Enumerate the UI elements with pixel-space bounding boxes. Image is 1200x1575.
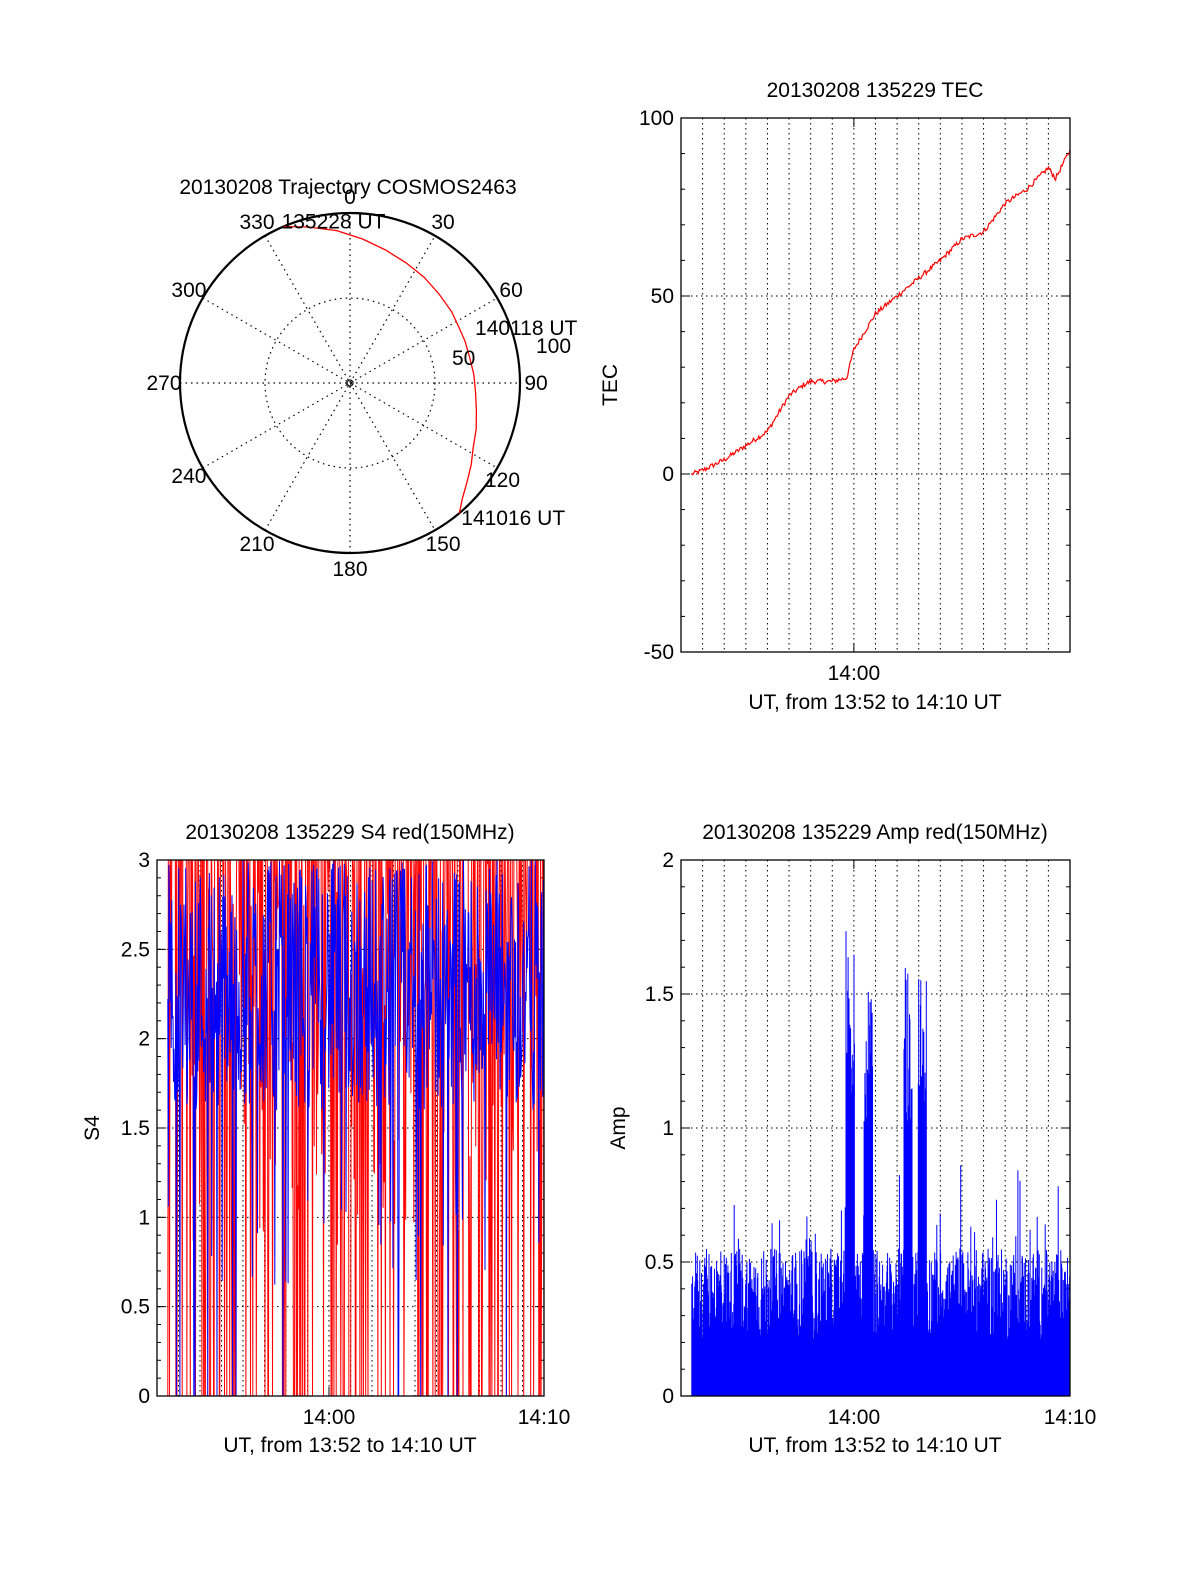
polar-angle-label: 330 bbox=[239, 211, 274, 234]
polar-angle-label: 240 bbox=[171, 465, 206, 488]
polar-angle-label: 270 bbox=[146, 372, 181, 395]
amp-chart: 20130208 135229 Amp red(150MHz) Amp UT, … bbox=[607, 821, 1096, 1457]
s4-ytick-label: 0 bbox=[138, 1385, 150, 1408]
s4-line bbox=[167, 860, 545, 1397]
tec-ytick-label: -50 bbox=[644, 641, 674, 664]
amp-xtick-label: 14:10 bbox=[1044, 1406, 1097, 1429]
polar-angle-label: 0 bbox=[344, 186, 356, 209]
trajectory-start-label: 135228 UT bbox=[282, 211, 386, 234]
tec-xlabel: UT, from 13:52 to 14:10 UT bbox=[748, 691, 1001, 714]
s4-xtick-label: 14:10 bbox=[518, 1406, 571, 1429]
s4-ytick-label: 1.5 bbox=[121, 1117, 150, 1140]
tec-xtick-label: 14:00 bbox=[828, 662, 881, 685]
s4-xlabel: UT, from 13:52 to 14:10 UT bbox=[223, 1434, 476, 1457]
trajectory-mid-label: 140118 UT bbox=[475, 317, 578, 340]
s4-ytick-label: 2.5 bbox=[121, 938, 150, 961]
trajectory-end-label: 141016 UT bbox=[461, 507, 565, 530]
s4-ytick-label: 1 bbox=[138, 1206, 150, 1229]
amp-xtick-label: 14:00 bbox=[828, 1406, 881, 1429]
s4-ytick-label: 0.5 bbox=[121, 1296, 150, 1319]
trajectory-track bbox=[283, 225, 478, 514]
polar-angle-label: 300 bbox=[171, 279, 206, 302]
radial-label-120: 120 bbox=[485, 469, 520, 492]
s4-frame bbox=[156, 859, 545, 1397]
trajectory-title: 20130208 Trajectory COSMOS2463 bbox=[179, 176, 516, 199]
trajectory-polar-chart: 20130208 Trajectory COSMOS2463 0 30 60 90 15… bbox=[146, 176, 577, 581]
amp-frame bbox=[680, 859, 1071, 1397]
tec-ytick-label: 0 bbox=[662, 463, 674, 486]
s4-xtick-label: 14:00 bbox=[303, 1406, 356, 1429]
polar-grid bbox=[178, 211, 522, 555]
amp-ytick-label: 0.5 bbox=[645, 1251, 674, 1274]
s4-chart: 20130208 135229 S4 red(150MHz) S4 UT, fr… bbox=[81, 821, 570, 1457]
polar-ring bbox=[264, 297, 436, 469]
tec-frame bbox=[680, 117, 1071, 653]
amp-ytick-label: 2 bbox=[662, 849, 674, 872]
amp-series bbox=[691, 931, 1071, 1396]
amp-ytick-label: 1 bbox=[662, 1117, 674, 1140]
tec-ytick-label: 100 bbox=[639, 107, 674, 130]
s4-title: 20130208 135229 S4 red(150MHz) bbox=[185, 821, 514, 844]
polar-angle-label: 60 bbox=[499, 279, 522, 302]
amp-ytick-label: 1.5 bbox=[645, 983, 674, 1006]
polar-center bbox=[346, 379, 354, 387]
polar-angle-label: 150 bbox=[425, 533, 460, 556]
s4-ytick-label: 2 bbox=[138, 1028, 150, 1051]
amp-spikes bbox=[691, 931, 1071, 1396]
tec-grid bbox=[681, 118, 1070, 652]
tec-chart: 20130208 135229 TEC TEC UT, from 13:52 t… bbox=[599, 79, 1071, 714]
tec-line bbox=[691, 149, 1071, 476]
tec-ytick-label: 50 bbox=[651, 285, 674, 308]
polar-angle-label: 180 bbox=[332, 558, 367, 581]
s4-ytick-label: 3 bbox=[138, 849, 150, 872]
tec-ylabel: TEC bbox=[599, 364, 622, 406]
polar-angle-label: 90 bbox=[524, 372, 547, 395]
tec-title: 20130208 135229 TEC bbox=[767, 79, 984, 102]
radial-label-50: 50 bbox=[452, 347, 475, 370]
polar-angle-labels: 0 30 60 90 150 180 210 240 270 300 330 bbox=[146, 186, 547, 581]
amp-ylabel: Amp bbox=[607, 1106, 630, 1149]
polar-angle-label: 30 bbox=[431, 211, 454, 234]
amp-ytick-label: 0 bbox=[662, 1385, 674, 1408]
radial-label-100: 100 bbox=[536, 335, 571, 358]
amp-title: 20130208 135229 Amp red(150MHz) bbox=[702, 821, 1048, 844]
s4-ylabel: S4 bbox=[81, 1115, 104, 1141]
polar-angle-label: 210 bbox=[239, 533, 274, 556]
tec-series bbox=[691, 149, 1071, 476]
amp-xlabel: UT, from 13:52 to 14:10 UT bbox=[748, 1434, 1001, 1457]
